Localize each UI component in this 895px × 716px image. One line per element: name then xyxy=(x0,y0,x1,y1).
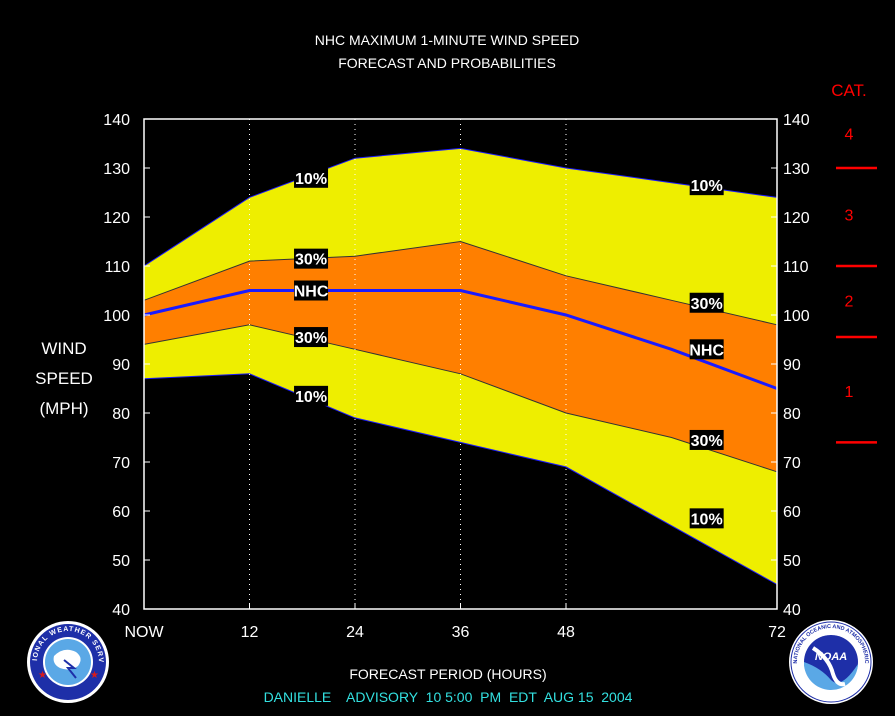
svg-text:★: ★ xyxy=(38,670,47,681)
band-label-bg xyxy=(294,280,329,301)
category-label: 4 xyxy=(845,127,854,144)
plot-area xyxy=(143,119,778,609)
x-tick-label: NOW xyxy=(124,624,164,641)
band-label: NHC xyxy=(294,284,329,301)
band-label: 30% xyxy=(295,252,327,269)
svg-text:NOAA: NOAA xyxy=(815,651,847,663)
chart-title-line2: FORECAST AND PROBABILITIES xyxy=(338,55,556,71)
y-axis-label-line3: (MPH) xyxy=(39,399,88,418)
x-tick-label: 24 xyxy=(346,624,364,641)
category-label: 1 xyxy=(845,384,854,401)
y-tick-label-left: 60 xyxy=(112,504,130,521)
category-scale: CAT. 4 3 2 1 xyxy=(831,81,877,444)
y-tick-label-right: 40 xyxy=(783,602,801,619)
y-tick-label-right: 70 xyxy=(783,455,801,472)
y-axis-label-line1: WIND xyxy=(41,339,86,358)
y-axis-label-line2: SPEED xyxy=(35,369,93,388)
y-tick-label-right: 100 xyxy=(783,308,810,325)
band-label: 10% xyxy=(691,178,723,195)
category-header: CAT. xyxy=(831,81,867,100)
band-label: 30% xyxy=(691,296,723,313)
chart-title-line1: NHC MAXIMUM 1-MINUTE WIND SPEED xyxy=(315,32,579,48)
y-tick-label-left: 140 xyxy=(103,112,130,129)
band-label-bg xyxy=(689,429,724,450)
category-label: 2 xyxy=(845,293,854,310)
y-tick-label-right: 120 xyxy=(783,210,810,227)
y-tick-label-right: 90 xyxy=(783,357,801,374)
y-tick-label-left: 90 xyxy=(112,357,130,374)
y-tick-label-left: 120 xyxy=(103,210,130,227)
y-tick-label-right: 130 xyxy=(783,161,810,178)
band-label-bg xyxy=(294,385,329,406)
y-tick-label-left: 130 xyxy=(103,161,130,178)
y-tick-label-left: 50 xyxy=(112,553,130,570)
axes: 40 40 50 50 60 60 70 70 80 80 90 90 100 100 110 110 120 1… xyxy=(103,112,810,641)
line-lower-10 xyxy=(143,373,778,585)
nhc-forecast-line xyxy=(143,289,778,390)
y-tick-label-right: 50 xyxy=(783,553,801,570)
line-upper-30 xyxy=(143,240,778,326)
band-label-bg xyxy=(689,292,724,313)
line-upper-10 xyxy=(143,147,778,267)
y-tick-label-right: 140 xyxy=(783,112,810,129)
noaa-logo: NOAA NATIONAL OCEANIC AND ATMOSPHERIC xyxy=(789,620,873,704)
y-tick-label-right: 110 xyxy=(783,259,809,276)
band-label: 10% xyxy=(691,511,723,528)
band-label-bg xyxy=(294,167,329,188)
x-tick-label: 72 xyxy=(768,624,786,641)
band-label-bg xyxy=(689,175,724,196)
category-label: 3 xyxy=(845,208,854,225)
band-label-bg xyxy=(294,248,329,269)
band-label-bg xyxy=(294,327,329,348)
y-tick-label-right: 60 xyxy=(783,504,801,521)
y-tick-label-left: 40 xyxy=(112,602,130,619)
band-label: 10% xyxy=(295,171,327,188)
y-tick-label-left: 80 xyxy=(112,406,130,423)
y-tick-label-left: 110 xyxy=(104,259,130,276)
advisory-line: DANIELLE ADVISORY 10 5:00 PM EDT AUG 15 … xyxy=(264,689,633,705)
x-tick-label: 48 xyxy=(557,624,575,641)
x-tick-label: 12 xyxy=(241,624,259,641)
y-tick-label-left: 100 xyxy=(103,308,130,325)
band-label: 30% xyxy=(295,330,327,347)
svg-text:★: ★ xyxy=(90,670,99,681)
x-tick-label: 36 xyxy=(452,624,470,641)
nws-logo: NATIONAL WEATHER SERVICE ★ ★ xyxy=(27,621,109,703)
band-label-bg xyxy=(689,339,724,360)
band-label: 30% xyxy=(691,433,723,450)
band-label: 10% xyxy=(295,389,327,406)
y-tick-label-right: 80 xyxy=(783,406,801,423)
band-label-bg xyxy=(689,508,724,529)
y-tick-label-left: 70 xyxy=(112,455,130,472)
band-labels: 10% 30% NHC 30% 10% 10% 30% NHC 30% 10% xyxy=(294,167,724,529)
band-label: NHC xyxy=(689,342,724,359)
x-axis-label: FORECAST PERIOD (HOURS) xyxy=(349,666,546,682)
